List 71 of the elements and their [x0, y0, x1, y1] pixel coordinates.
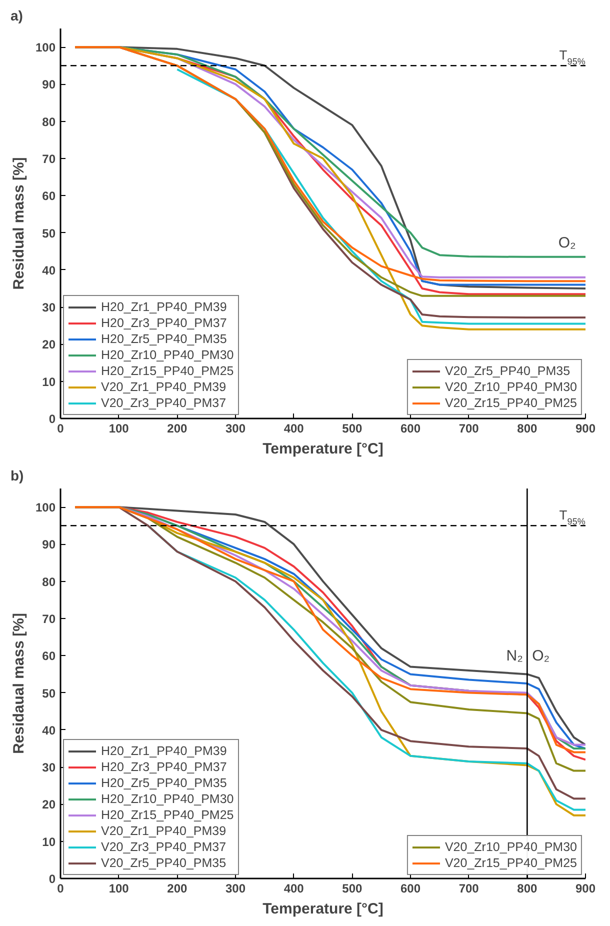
x-axis-title: Temperature [°C]: [262, 900, 384, 918]
y-tick-label: 90: [42, 78, 56, 92]
legend-label: V20_Zr3_PP40_PM37: [101, 396, 226, 410]
x-tick-label: 200: [167, 882, 188, 896]
legend-label: H20_Zr10_PP40_PM30: [101, 792, 234, 806]
legend-label: V20_Zr10_PP40_PM30: [444, 840, 577, 854]
legend-label: V20_Zr10_PP40_PM30: [444, 380, 577, 394]
x-tick-label: 100: [108, 422, 130, 436]
y-tick-label: 100: [35, 40, 56, 55]
chart-title: a): [10, 8, 23, 24]
chart-title: b): [10, 468, 24, 484]
x-axis-title: Temperature [°C]: [262, 440, 384, 458]
y-tick-label: 50: [42, 226, 56, 240]
y-tick-label: 50: [42, 686, 56, 700]
y-tick-label: 70: [42, 152, 56, 166]
legend-label: V20_Zr5_PP40_PM35: [444, 364, 570, 378]
legend-label: H20_Zr3_PP40_PM37: [101, 316, 227, 330]
y-tick-label: 70: [42, 612, 56, 626]
x-tick-label: 800: [517, 882, 538, 896]
x-tick-label: 400: [284, 882, 304, 896]
y-tick-label: 60: [42, 649, 56, 664]
y-axis-title: Residual mass [%]: [10, 157, 28, 290]
y-tick-label: 20: [42, 338, 56, 352]
x-tick-label: 300: [225, 882, 246, 896]
y-tick-label: 60: [42, 189, 56, 204]
x-tick-label: 0: [57, 422, 64, 436]
legend-label: H20_Zr5_PP40_PM35: [101, 332, 227, 346]
x-tick-label: 900: [575, 422, 596, 436]
y-tick-label: 10: [42, 374, 56, 389]
x-tick-label: 600: [400, 422, 421, 436]
x-tick-label: 0: [57, 882, 64, 896]
x-tick-label: 300: [225, 422, 246, 436]
x-tick-label: 200: [167, 422, 188, 436]
legend-label: V20_Zr15_PP40_PM25: [444, 856, 577, 870]
x-tick-label: 700: [458, 882, 480, 896]
y-tick-label: 30: [42, 300, 56, 315]
x-tick-label: 500: [342, 422, 363, 436]
y-tick-label: 100: [35, 500, 56, 515]
y-tick-label: 30: [42, 760, 56, 775]
y-tick-label: 40: [42, 263, 56, 278]
legend-label: V20_Zr5_PP40_PM35: [101, 856, 226, 870]
legend-label: V20_Zr3_PP40_PM37: [101, 840, 226, 854]
y-tick-label: 20: [42, 798, 56, 812]
legend-label: H20_Zr1_PP40_PM39: [101, 744, 227, 758]
legend-label: H20_Zr10_PP40_PM30: [101, 348, 234, 362]
x-tick-label: 600: [400, 882, 421, 896]
x-tick-label: 900: [575, 882, 596, 896]
legend-label: H20_Zr5_PP40_PM35: [101, 776, 227, 790]
y-tick-label: 10: [42, 834, 56, 849]
annotation: N₂: [506, 648, 524, 665]
legend-label: H20_Zr3_PP40_PM37: [101, 760, 227, 774]
y-tick-label: 0: [48, 872, 56, 886]
legend-label: V20_Zr15_PP40_PM25: [444, 396, 577, 410]
y-tick-label: 0: [48, 412, 56, 426]
x-tick-label: 800: [517, 422, 538, 436]
annotation: O₂: [532, 648, 550, 665]
annotation: O₂: [558, 234, 576, 252]
legend-label: H20_Zr15_PP40_PM25: [101, 808, 234, 822]
x-tick-label: 700: [458, 422, 480, 436]
y-tick-label: 80: [42, 574, 56, 589]
legend-label: V20_Zr1_PP40_PM39: [101, 824, 226, 838]
x-tick-label: 400: [284, 422, 304, 436]
legend-label: H20_Zr15_PP40_PM25: [101, 364, 234, 378]
legend-label: H20_Zr1_PP40_PM39: [101, 300, 227, 314]
y-axis-title: Residaual mass [%]: [10, 613, 28, 754]
y-tick-label: 80: [42, 114, 56, 129]
legend-label: V20_Zr1_PP40_PM39: [101, 380, 226, 394]
y-tick-label: 90: [42, 538, 56, 552]
y-tick-label: 40: [42, 723, 56, 738]
x-tick-label: 500: [342, 882, 363, 896]
x-tick-label: 100: [108, 882, 130, 896]
